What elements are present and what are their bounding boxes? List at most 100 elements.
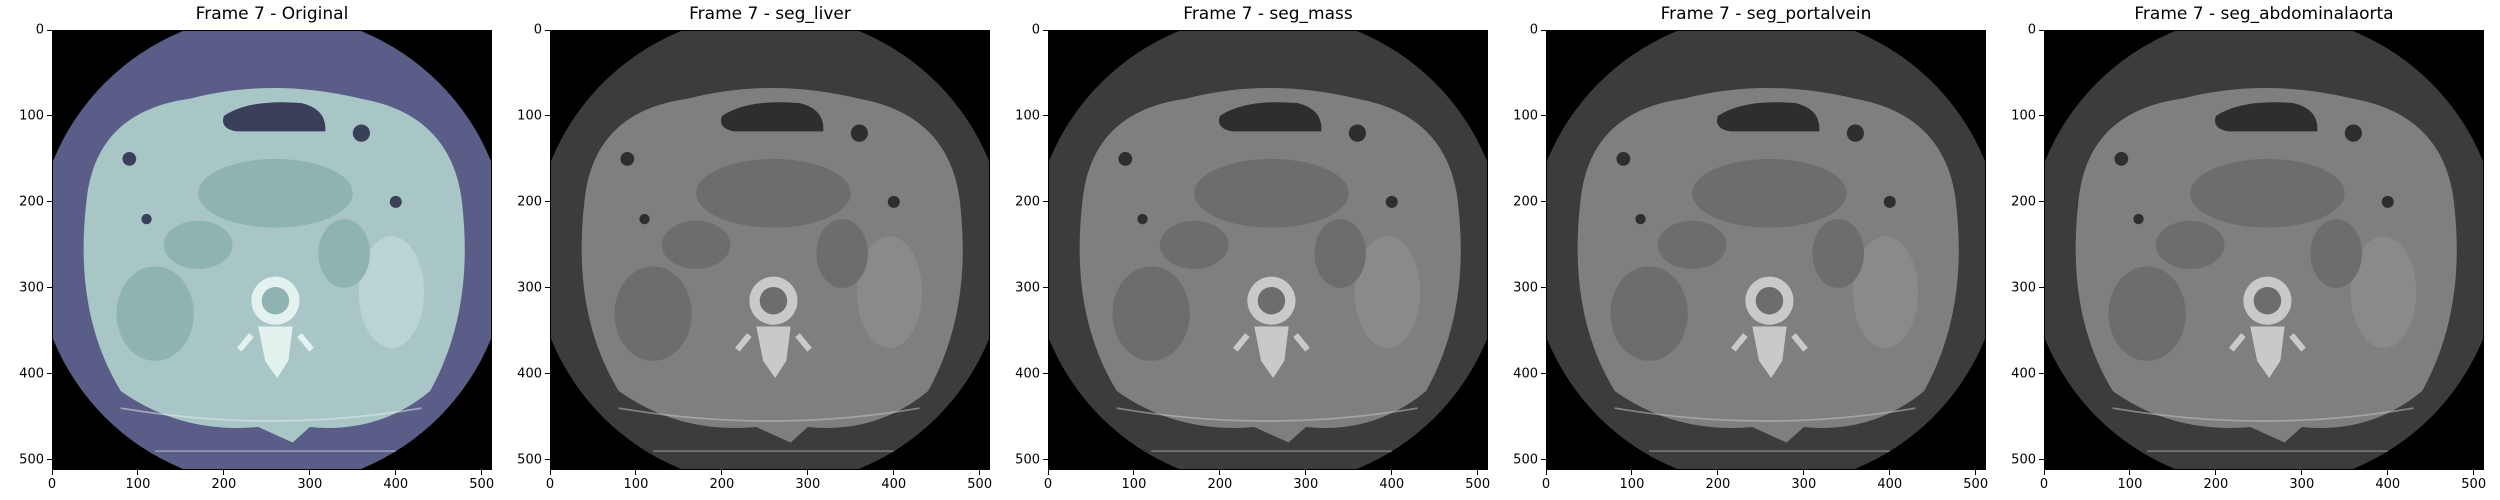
ct-slice-image xyxy=(52,30,492,470)
image-panel: Frame 7 - seg_mass 0 0 100 100 200 200 300 300 4… xyxy=(1015,0,1491,500)
y-tick-label: 100 xyxy=(517,108,542,124)
y-tick-mark xyxy=(1043,115,1048,117)
x-tick-mark xyxy=(1133,470,1135,475)
x-tick-label: 0 xyxy=(1043,477,1053,492)
y-tick-mark xyxy=(47,201,52,203)
y-tick-label: 400 xyxy=(517,366,542,382)
y-tick-label: 400 xyxy=(2011,366,2036,382)
y-tick-mark xyxy=(1541,459,1546,461)
x-tick-label: 300 xyxy=(795,477,821,492)
y-tick-label: 400 xyxy=(19,366,44,382)
ct-scan xyxy=(1048,30,1488,470)
ct-slice-image xyxy=(1048,30,1488,470)
x-tick-label: 300 xyxy=(297,477,323,492)
x-tick-mark xyxy=(1047,470,1049,475)
x-tick-label: 200 xyxy=(2203,477,2229,492)
y-tick-label: 200 xyxy=(1513,194,1538,210)
x-tick-mark xyxy=(1477,470,1479,475)
y-tick-label: 200 xyxy=(1015,194,1040,210)
panel-title: Frame 7 - seg_liver xyxy=(689,4,851,24)
panel-title: Frame 7 - Original xyxy=(195,4,349,24)
x-tick-mark xyxy=(137,470,139,475)
x-tick-label: 400 xyxy=(383,477,409,492)
x-tick-label: 0 xyxy=(545,477,555,492)
ct-scan xyxy=(1546,30,1986,470)
y-tick-mark xyxy=(545,29,550,31)
image-panel: Frame 7 - Original 0 0 100 100 200 200 300 300 4… xyxy=(19,0,495,500)
y-tick-label: 100 xyxy=(1015,108,1040,124)
x-tick-mark xyxy=(1975,470,1977,475)
y-tick-mark xyxy=(545,201,550,203)
y-tick-mark xyxy=(1541,29,1546,31)
x-tick-label: 200 xyxy=(709,477,735,492)
x-tick-mark xyxy=(979,470,981,475)
x-tick-mark xyxy=(549,470,551,475)
x-tick-mark xyxy=(807,470,809,475)
x-tick-mark xyxy=(1631,470,1633,475)
ct-scan xyxy=(2044,30,2484,470)
y-tick-label: 200 xyxy=(517,194,542,210)
x-tick-mark xyxy=(1219,470,1221,475)
y-tick-label: 300 xyxy=(1015,280,1040,296)
x-tick-mark xyxy=(635,470,637,475)
x-tick-label: 200 xyxy=(1705,477,1731,492)
y-tick-label: 200 xyxy=(2011,194,2036,210)
x-tick-mark xyxy=(309,470,311,475)
ct-scan xyxy=(550,30,990,470)
y-tick-mark xyxy=(1541,373,1546,375)
image-panel: Frame 7 - seg_abdominalaorta 0 0 100 100 200… xyxy=(2011,0,2487,500)
panel-title: Frame 7 - seg_mass xyxy=(1183,4,1353,24)
y-tick-mark xyxy=(2039,287,2044,289)
x-tick-mark xyxy=(51,470,53,475)
ct-scan xyxy=(52,30,492,470)
x-tick-label: 100 xyxy=(623,477,649,492)
x-tick-mark xyxy=(395,470,397,475)
x-tick-label: 500 xyxy=(1465,477,1491,492)
x-tick-mark xyxy=(2301,470,2303,475)
y-tick-label: 300 xyxy=(1513,280,1538,296)
y-tick-label: 300 xyxy=(19,280,44,296)
y-tick-label: 0 xyxy=(1031,22,1040,38)
y-tick-label: 300 xyxy=(2011,280,2036,296)
x-tick-label: 100 xyxy=(125,477,151,492)
y-tick-mark xyxy=(47,459,52,461)
x-tick-label: 400 xyxy=(2375,477,2401,492)
y-tick-mark xyxy=(545,459,550,461)
x-tick-label: 500 xyxy=(469,477,495,492)
y-tick-label: 100 xyxy=(19,108,44,124)
y-tick-mark xyxy=(545,287,550,289)
x-tick-mark xyxy=(1391,470,1393,475)
y-tick-mark xyxy=(1043,29,1048,31)
y-tick-mark xyxy=(1541,201,1546,203)
x-tick-label: 200 xyxy=(211,477,237,492)
x-tick-mark xyxy=(481,470,483,475)
panel-title: Frame 7 - seg_abdominalaorta xyxy=(2134,4,2394,24)
y-tick-mark xyxy=(1541,287,1546,289)
y-tick-mark xyxy=(2039,29,2044,31)
ct-slice-image xyxy=(1546,30,1986,470)
y-tick-label: 400 xyxy=(1513,366,1538,382)
y-tick-mark xyxy=(1043,373,1048,375)
y-tick-label: 0 xyxy=(1529,22,1538,38)
x-tick-mark xyxy=(2473,470,2475,475)
y-tick-mark xyxy=(545,115,550,117)
x-tick-label: 100 xyxy=(2117,477,2143,492)
x-tick-mark xyxy=(2215,470,2217,475)
image-panel: Frame 7 - seg_liver 0 0 100 100 200 200 300 300… xyxy=(517,0,993,500)
x-tick-mark xyxy=(1545,470,1547,475)
y-tick-label: 0 xyxy=(533,22,542,38)
x-tick-label: 500 xyxy=(967,477,993,492)
y-tick-mark xyxy=(47,29,52,31)
x-tick-label: 0 xyxy=(1541,477,1551,492)
y-tick-label: 500 xyxy=(517,452,542,468)
x-tick-label: 500 xyxy=(2461,477,2487,492)
x-tick-label: 300 xyxy=(2289,477,2315,492)
x-tick-label: 300 xyxy=(1791,477,1817,492)
x-tick-label: 400 xyxy=(1877,477,1903,492)
y-tick-mark xyxy=(1043,287,1048,289)
x-tick-mark xyxy=(1305,470,1307,475)
y-tick-mark xyxy=(1043,201,1048,203)
y-tick-mark xyxy=(47,287,52,289)
x-tick-label: 100 xyxy=(1619,477,1645,492)
y-tick-label: 200 xyxy=(19,194,44,210)
